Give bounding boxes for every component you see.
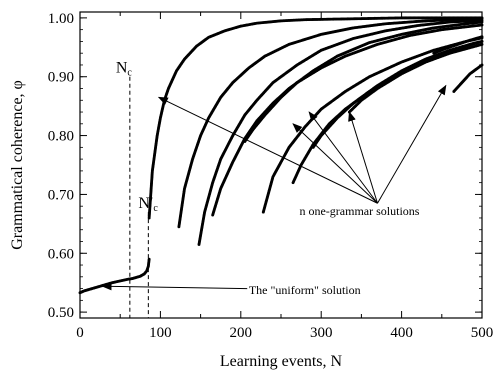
annotation-arrow [292, 123, 378, 204]
x-tick-label: 400 [390, 325, 413, 341]
series-12 [452, 63, 484, 93]
x-tick-label: 100 [149, 325, 172, 341]
data-point [480, 23, 484, 27]
tick-layer: 0 100 200 300 400 500 0.50 0.60 0.70 0.80 0.90 1.00 [48, 11, 494, 341]
y-tick-label: 0.60 [48, 246, 74, 262]
series-2 [147, 16, 484, 220]
x-tick-label: 0 [76, 325, 84, 341]
x-tick-label: 300 [310, 325, 333, 341]
annotation-arrow [308, 111, 378, 204]
y-tick-label: 0.90 [48, 70, 74, 86]
series-9 [311, 39, 484, 149]
annotation-arrow [348, 111, 378, 204]
series-3 [177, 17, 484, 229]
series-layer [78, 16, 484, 295]
critical-line-label-2: N′c [138, 195, 158, 214]
series-10 [347, 42, 484, 114]
y-axis-title: Grammatical coherence, φ [9, 80, 26, 250]
data-point [480, 42, 484, 46]
annotation-text: n one-grammar solutions [299, 204, 419, 218]
y-tick-label: 0.80 [48, 129, 74, 145]
annotation-layer: n one-grammar solutions The "uniform" sol… [101, 84, 447, 297]
y-tick-label: 1.00 [48, 11, 74, 27]
series-1 [78, 257, 151, 295]
critical-line-label-1: Nc [116, 60, 133, 79]
annotation-text: The "uniform" solution [249, 283, 361, 297]
x-tick-label: 200 [230, 325, 253, 341]
data-point [480, 20, 484, 24]
x-axis-title: Learning events, N [220, 353, 343, 370]
y-tick-label: 0.70 [48, 187, 74, 203]
annotation-2: The "uniform" solution [101, 282, 361, 297]
x-tick-label: 500 [471, 325, 494, 341]
annotation-arrow [101, 282, 248, 291]
data-point [480, 35, 484, 39]
series-6 [243, 23, 484, 143]
annotation-1: n one-grammar solutions [157, 84, 447, 218]
y-tick-label: 0.50 [48, 305, 74, 321]
critical-lines: Nc N′c [116, 60, 158, 318]
series-11 [432, 35, 484, 55]
data-point [147, 257, 151, 261]
annotation-arrow [157, 96, 378, 204]
annotation-arrow [377, 84, 447, 204]
